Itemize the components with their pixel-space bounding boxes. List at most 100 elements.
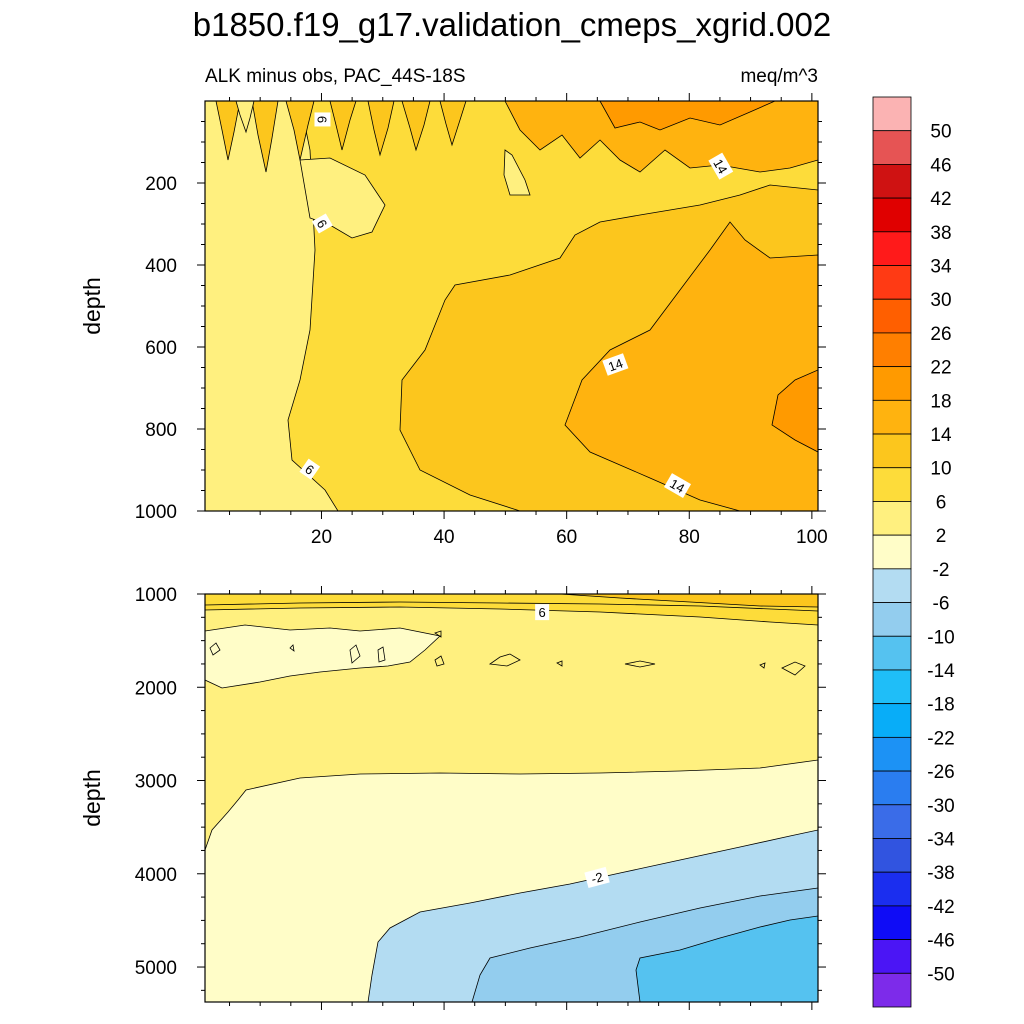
colorbar-label: -14 xyxy=(927,661,955,682)
colorbar-swatch xyxy=(872,703,912,738)
colorbar-swatch xyxy=(872,602,912,637)
x-tick-label: 60 xyxy=(556,527,577,548)
contour-label: 14 xyxy=(708,152,734,180)
colorbar-swatch xyxy=(872,231,912,266)
contour-label: 6 xyxy=(535,604,550,621)
lower-speck xyxy=(209,642,221,656)
colorbar-label: 50 xyxy=(930,122,951,143)
y-tick-label: 4000 xyxy=(135,865,177,886)
colorbar-label: -38 xyxy=(927,863,954,884)
colorbar-label: 6 xyxy=(936,492,947,513)
upper-field-2-6 xyxy=(205,101,339,511)
lower-speck xyxy=(289,644,295,652)
colorbar-swatch xyxy=(872,736,912,772)
x-tick-label: 20 xyxy=(311,527,332,548)
lower-speck xyxy=(434,655,445,667)
colorbar-label: -34 xyxy=(927,829,955,850)
colorbar-swatch xyxy=(872,130,912,165)
upper-y-axis-label: depth xyxy=(79,277,105,335)
colorbar-label: -42 xyxy=(927,897,954,918)
contour-label-box xyxy=(708,152,734,180)
y-tick-label: 200 xyxy=(145,174,177,195)
colorbar-label: 18 xyxy=(930,391,951,412)
y-tick-label: 3000 xyxy=(135,772,177,793)
colorbar-label: 10 xyxy=(930,459,951,480)
colorbar-label: -6 xyxy=(933,594,950,615)
colorbar-swatch xyxy=(872,265,912,300)
colorbar-swatch xyxy=(872,871,912,907)
upper-field-surface-18 xyxy=(599,101,776,131)
colorbar-swatch xyxy=(872,298,912,334)
lower-y-axis-label: depth xyxy=(79,769,105,827)
colorbar-swatch xyxy=(872,804,912,839)
colorbar-label: -22 xyxy=(927,728,954,749)
upper-streak xyxy=(439,101,467,147)
colorbar: 50 46 42 38 34 30 26 22 18 14 10 6 2 -2 -6 -10 -14 -18 -22… xyxy=(872,96,955,1008)
upper-field-surface-14 xyxy=(504,101,818,173)
colorbar-swatch xyxy=(872,635,912,671)
colorbar-swatch xyxy=(872,332,912,368)
contour-label-box xyxy=(602,353,629,376)
x-tick-label: 100 xyxy=(796,527,828,548)
lower-field-10-14-top xyxy=(559,594,818,608)
lower-speck xyxy=(781,661,806,676)
upper-streak xyxy=(401,101,431,152)
colorbar-swatch xyxy=(872,669,912,705)
lower-field-m14-m10 xyxy=(635,915,818,1002)
colorbar-swatch xyxy=(872,197,912,233)
colorbar-swatch xyxy=(872,770,912,806)
colorbar-swatch xyxy=(872,467,912,502)
colorbar-label: 38 xyxy=(930,223,951,244)
colorbar-label: 42 xyxy=(930,189,951,210)
contour-label: 6 xyxy=(299,458,321,480)
upper-streak xyxy=(235,101,255,134)
colorbar-label: -46 xyxy=(927,931,954,952)
colorbar-label: 26 xyxy=(930,324,951,345)
colorbar-label: -26 xyxy=(927,762,954,783)
colorbar-label: -18 xyxy=(927,695,954,716)
lower-speck xyxy=(434,630,442,638)
colorbar-swatch xyxy=(872,939,912,974)
y-tick-label: 1000 xyxy=(135,502,177,523)
upper-field-18-22 xyxy=(771,369,818,453)
colorbar-label: 2 xyxy=(936,526,947,547)
contour-label: 14 xyxy=(663,473,692,498)
colorbar-label: 34 xyxy=(930,257,952,278)
colorbar-swatch xyxy=(872,568,912,603)
colorbar-swatch xyxy=(872,366,912,401)
contour-label: -2 xyxy=(584,866,610,889)
y-tick-label: 2000 xyxy=(135,678,177,699)
contour-label: 6 xyxy=(314,112,331,127)
contour-label: 6 xyxy=(311,213,333,234)
chart-title: b1850.f19_g17.validation_cmeps_xgrid.002 xyxy=(193,6,831,43)
colorbar-label: -30 xyxy=(927,796,954,817)
contour-label: 14 xyxy=(602,353,629,376)
colorbar-label: 46 xyxy=(930,155,951,176)
colorbar-swatch xyxy=(872,838,912,873)
upper-streak xyxy=(367,101,395,157)
upper-field-14-18 xyxy=(564,221,818,511)
lower-panel: 6 -2 1000 2000 3000 4000 5000 depth xyxy=(79,585,826,1010)
colorbar-swatch xyxy=(872,433,912,469)
lower-speck xyxy=(349,644,361,664)
panel-units-label: meq/m^3 xyxy=(740,66,818,87)
upper-streak xyxy=(329,101,357,151)
colorbar-label: 30 xyxy=(930,290,951,311)
colorbar-label: -2 xyxy=(933,560,950,581)
lower-speck xyxy=(759,662,766,669)
contour-label-text: 6 xyxy=(539,605,546,620)
x-tick-label: 40 xyxy=(433,527,454,548)
contour-label-box xyxy=(311,213,333,234)
lower-contour-line xyxy=(205,601,818,612)
lower-field-m2-2-band xyxy=(205,624,441,689)
upper-streak xyxy=(285,101,315,161)
colorbar-label: -10 xyxy=(927,627,954,648)
colorbar-label: -50 xyxy=(927,964,954,985)
lower-speck xyxy=(556,660,563,667)
upper-panel: 6 6 6 14 14 14 200 400 600 800 1000 20 40 60 80 100 d… xyxy=(79,93,828,548)
colorbar-swatch xyxy=(872,501,912,536)
contour-label-text: 14 xyxy=(606,355,625,374)
y-tick-label: 5000 xyxy=(135,958,177,979)
colorbar-swatch xyxy=(872,534,912,570)
